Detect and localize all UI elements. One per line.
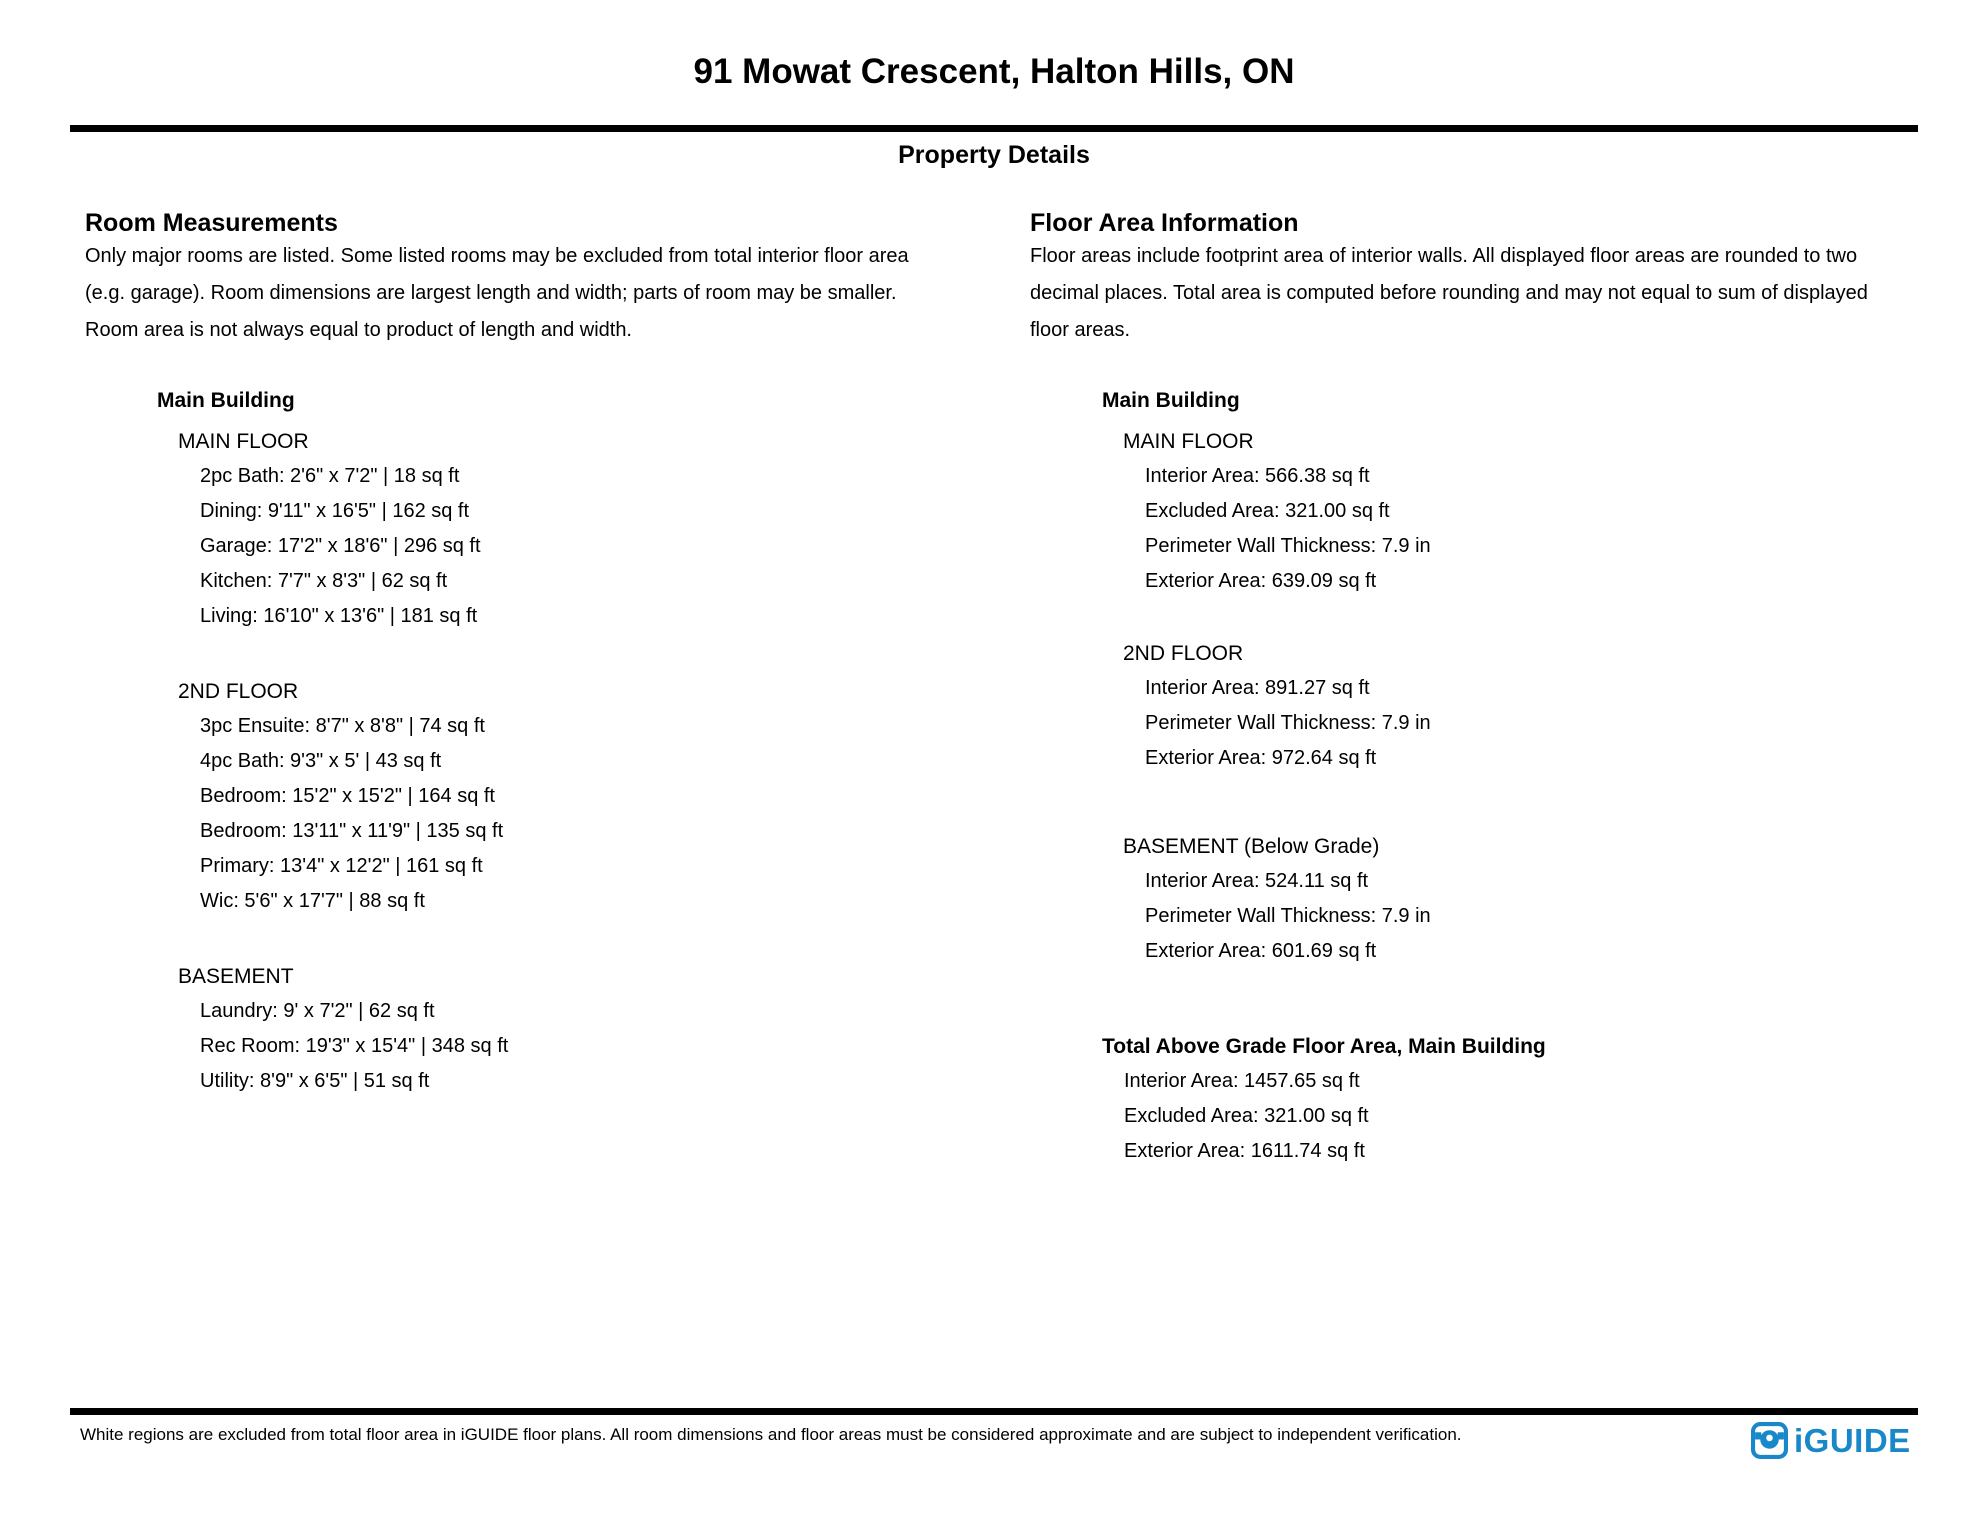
description-line: Floor areas include footprint area of in… <box>1030 245 1858 267</box>
area-stat: Exterior Area: 639.09 sq ft <box>1145 570 1377 592</box>
floor-name: BASEMENT (Below Grade) <box>1123 835 1380 858</box>
area-stat: Excluded Area: 321.00 sq ft <box>1124 1105 1369 1127</box>
floor-basement-rooms: BASEMENT Laundry: 9' x 7'2" | 62 sq ft R… <box>178 964 1000 1099</box>
floor-name: MAIN FLOOR <box>178 430 309 453</box>
main-building-rooms: Main Building MAIN FLOOR 2pc Bath: 2'6" … <box>157 388 1000 1099</box>
description-line: floor areas. <box>1030 319 1131 341</box>
room-entry: Rec Room: 19'3" x 15'4" | 348 sq ft <box>200 1035 509 1057</box>
area-stat-list: Interior Area: 566.38 sq ft Excluded Are… <box>1145 459 1940 599</box>
area-stat: Interior Area: 1457.65 sq ft <box>1124 1070 1360 1092</box>
iguide-logo-text: iGUIDE <box>1794 1422 1911 1459</box>
room-list: Laundry: 9' x 7'2" | 62 sq ft Rec Room: … <box>200 994 1000 1099</box>
room-entry: Dining: 9'11" x 16'5" | 162 sq ft <box>200 500 470 522</box>
header-divider <box>70 125 1918 132</box>
room-measurements-section: Room Measurements Only major rooms are l… <box>85 208 1000 1099</box>
floor-main-floor-rooms: MAIN FLOOR 2pc Bath: 2'6" x 7'2" | 18 sq… <box>178 429 1000 634</box>
room-entry: 4pc Bath: 9'3" x 5' | 43 sq ft <box>200 750 442 772</box>
room-measurements-description: Only major rooms are listed. Some listed… <box>85 238 1000 349</box>
total-heading: Total Above Grade Floor Area, Main Build… <box>1102 1035 1546 1058</box>
area-stat-list: Interior Area: 891.27 sq ft Perimeter Wa… <box>1145 671 1940 776</box>
iguide-logo: iGUIDE <box>1751 1422 1911 1459</box>
area-stat: Perimeter Wall Thickness: 7.9 in <box>1145 712 1431 734</box>
description-line: (e.g. garage). Room dimensions are large… <box>85 282 897 304</box>
room-entry: Bedroom: 15'2" x 15'2" | 164 sq ft <box>200 785 495 807</box>
floor-2nd-floor-areas: 2ND FLOOR Interior Area: 891.27 sq ft Pe… <box>1123 641 1940 776</box>
floor-area-information-section: Floor Area Information Floor areas inclu… <box>1030 208 1940 1169</box>
description-line: decimal places. Total area is computed b… <box>1030 282 1868 304</box>
floor-area-description: Floor areas include footprint area of in… <box>1030 238 1940 349</box>
area-stat: Exterior Area: 1611.74 sq ft <box>1124 1140 1365 1162</box>
room-list: 3pc Ensuite: 8'7" x 8'8" | 74 sq ft 4pc … <box>200 709 1000 919</box>
description-line: Room area is not always equal to product… <box>85 319 632 341</box>
total-above-grade-block: Total Above Grade Floor Area, Main Build… <box>1102 1034 1940 1169</box>
floor-2nd-floor-rooms: 2ND FLOOR 3pc Ensuite: 8'7" x 8'8" | 74 … <box>178 679 1000 919</box>
room-measurements-heading: Room Measurements <box>85 209 338 237</box>
footer-disclaimer: White regions are excluded from total fl… <box>80 1425 1462 1444</box>
page-title: 91 Mowat Crescent, Halton Hills, ON <box>693 52 1295 91</box>
area-stat: Excluded Area: 321.00 sq ft <box>1145 500 1390 522</box>
area-stat: Perimeter Wall Thickness: 7.9 in <box>1145 905 1431 927</box>
floor-name: 2ND FLOOR <box>1123 642 1244 665</box>
footer-divider <box>70 1408 1918 1415</box>
area-stat: Perimeter Wall Thickness: 7.9 in <box>1145 535 1431 557</box>
floor-basement-areas: BASEMENT (Below Grade) Interior Area: 52… <box>1123 834 1940 969</box>
building-name: Main Building <box>157 389 295 412</box>
total-stat-list: Interior Area: 1457.65 sq ft Excluded Ar… <box>1124 1064 1940 1169</box>
room-entry: Laundry: 9' x 7'2" | 62 sq ft <box>200 1000 435 1022</box>
description-line: Only major rooms are listed. Some listed… <box>85 245 909 267</box>
area-stat: Exterior Area: 972.64 sq ft <box>1145 747 1377 769</box>
room-entry: Garage: 17'2" x 18'6" | 296 sq ft <box>200 535 481 557</box>
floor-name: 2ND FLOOR <box>178 680 299 703</box>
room-entry: 3pc Ensuite: 8'7" x 8'8" | 74 sq ft <box>200 715 485 737</box>
room-list: 2pc Bath: 2'6" x 7'2" | 18 sq ft Dining:… <box>200 459 1000 634</box>
floor-name: MAIN FLOOR <box>1123 430 1254 453</box>
main-building-areas: Main Building MAIN FLOOR Interior Area: … <box>1102 388 1940 969</box>
area-stat: Interior Area: 566.38 sq ft <box>1145 465 1370 487</box>
room-entry: Primary: 13'4" x 12'2" | 161 sq ft <box>200 855 483 877</box>
room-entry: Kitchen: 7'7" x 8'3" | 62 sq ft <box>200 570 448 592</box>
floor-main-floor-areas: MAIN FLOOR Interior Area: 566.38 sq ft E… <box>1123 429 1940 599</box>
page-subtitle: Property Details <box>898 141 1090 169</box>
room-entry: Wic: 5'6" x 17'7" | 88 sq ft <box>200 890 425 912</box>
room-entry: Living: 16'10" x 13'6" | 181 sq ft <box>200 605 478 627</box>
iguide-camera-icon <box>1751 1422 1788 1459</box>
room-entry: Bedroom: 13'11" x 11'9" | 135 sq ft <box>200 820 504 842</box>
area-stat-list: Interior Area: 524.11 sq ft Perimeter Wa… <box>1145 864 1940 969</box>
floor-name: BASEMENT <box>178 965 294 988</box>
room-entry: 2pc Bath: 2'6" x 7'2" | 18 sq ft <box>200 465 460 487</box>
area-stat: Interior Area: 524.11 sq ft <box>1145 870 1369 892</box>
area-stat: Interior Area: 891.27 sq ft <box>1145 677 1370 699</box>
room-entry: Utility: 8'9" x 6'5" | 51 sq ft <box>200 1070 430 1092</box>
area-stat: Exterior Area: 601.69 sq ft <box>1145 940 1377 962</box>
building-name: Main Building <box>1102 389 1240 412</box>
floor-area-heading: Floor Area Information <box>1030 209 1299 237</box>
